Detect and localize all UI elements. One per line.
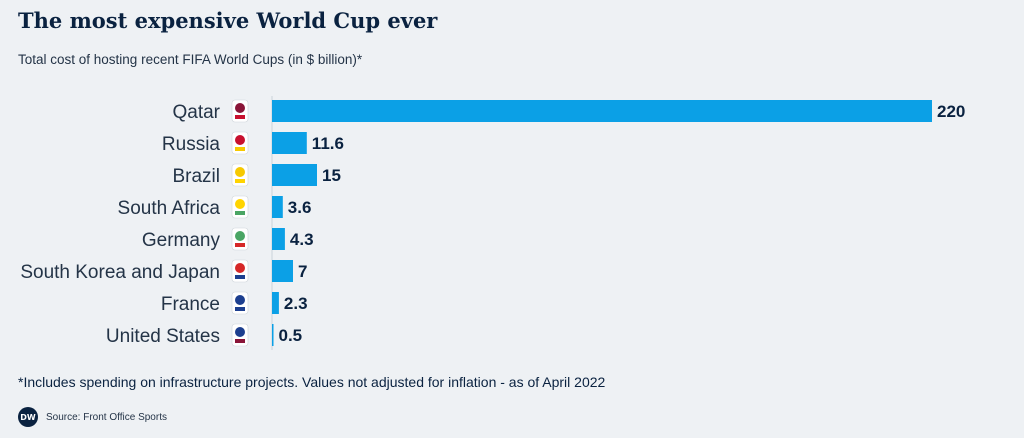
qatar-2022-emblem-icon [231, 99, 249, 123]
germany-2006-emblem-icon [231, 227, 249, 251]
chart-subtitle: Total cost of hosting recent FIFA World … [18, 52, 363, 67]
source-row: DW Source: Front Office Sports [18, 407, 167, 427]
russia-2018-emblem-icon [231, 131, 249, 155]
value-label: 2.3 [284, 294, 308, 313]
france-1998-emblem-icon [231, 291, 249, 315]
bar [272, 228, 285, 250]
value-label: 4.3 [290, 230, 314, 249]
bar [272, 324, 274, 346]
chart-title: The most expensive World Cup ever [18, 8, 438, 33]
south-africa-2010-emblem-icon [231, 195, 249, 219]
category-label: France [161, 294, 220, 315]
category-label: United States [106, 326, 220, 347]
value-label: 220 [937, 102, 965, 121]
bar [272, 292, 279, 314]
value-label: 3.6 [288, 198, 312, 217]
dw-logo-icon: DW [18, 407, 38, 427]
bar [272, 164, 317, 186]
category-label: Russia [162, 134, 221, 155]
bar [272, 260, 293, 282]
bar [272, 132, 307, 154]
category-label: Germany [142, 230, 221, 251]
usa-1994-emblem-icon [231, 323, 249, 347]
value-label: 7 [298, 262, 307, 281]
source-text: Source: Front Office Sports [46, 411, 167, 423]
bar [272, 196, 283, 218]
bar [272, 100, 932, 122]
footnote: *Includes spending on infrastructure pro… [18, 374, 606, 390]
value-label: 0.5 [279, 326, 303, 345]
brazil-2014-emblem-icon [231, 163, 249, 187]
category-label: South Korea and Japan [20, 262, 220, 283]
value-label: 15 [322, 166, 341, 185]
bar-chart: Qatar 220 Russia 11.6 Brazil 15 South Africa 3.… [20, 96, 965, 350]
korea-japan-2002-emblem-icon [231, 259, 249, 283]
value-label: 11.6 [312, 134, 344, 153]
category-label: Qatar [172, 102, 220, 123]
category-label: South Africa [118, 198, 221, 219]
category-label: Brazil [172, 166, 220, 187]
